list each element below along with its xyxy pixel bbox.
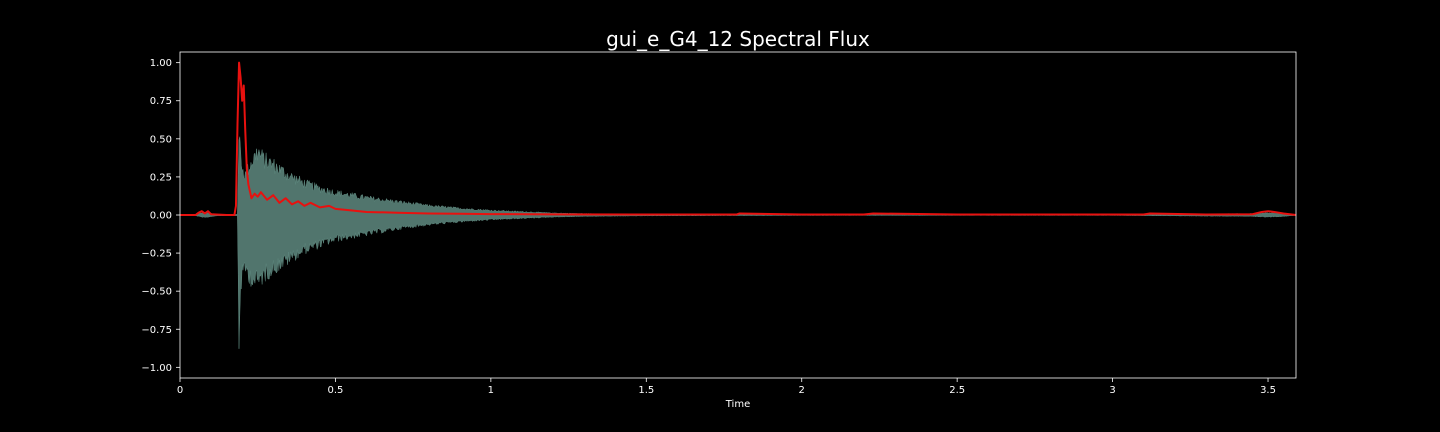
spectral-flux-line [180, 61, 1297, 216]
y-tick-label: −0.50 [141, 287, 172, 298]
x-tick-label: 2.5 [949, 385, 965, 396]
x-axis: 0 0.5 1 1.5 2 2.5 3 3.5 [177, 378, 1276, 396]
x-tick-label: 1 [488, 385, 494, 396]
x-tick-label: 0.5 [327, 385, 343, 396]
x-tick-label: 3 [1109, 385, 1115, 396]
x-tick-label: 0 [177, 385, 183, 396]
y-tick-label: −1.00 [141, 363, 172, 374]
y-tick-label: 0.00 [150, 211, 172, 222]
y-tick-label: 1.00 [150, 58, 172, 69]
y-tick-label: 0.50 [150, 134, 172, 145]
y-tick-label: 0.75 [150, 96, 172, 107]
x-tick-label: 1.5 [638, 385, 654, 396]
x-tick-label: 2 [799, 385, 805, 396]
chart-title: gui_e_G4_12 Spectral Flux [606, 27, 870, 51]
y-tick-label: 0.25 [150, 172, 172, 183]
plot-area [179, 51, 1297, 379]
x-axis-title: Time [725, 399, 750, 410]
y-tick-label: −0.25 [141, 249, 172, 260]
y-axis: 1.00 0.75 0.50 0.25 0.00 −0.25 −0.50 −0.75 −1.00 [141, 58, 180, 374]
x-tick-label: 3.5 [1260, 385, 1276, 396]
y-tick-label: −0.75 [141, 325, 172, 336]
